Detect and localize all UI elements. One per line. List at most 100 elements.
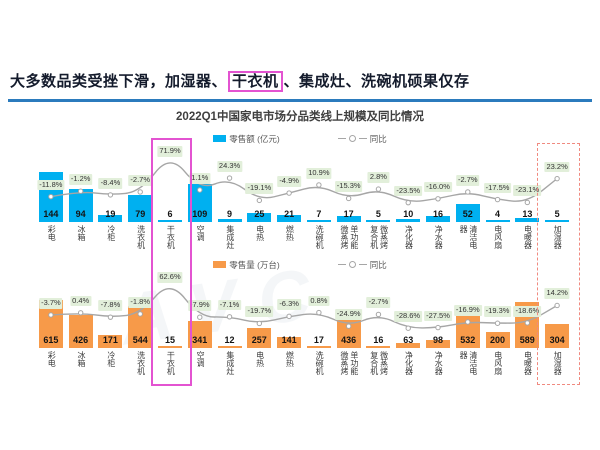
trend-point [435,324,441,331]
trend-point [435,196,441,202]
yoy-badge: 2.8% [367,172,389,183]
bar-value-label: 16 [373,335,384,345]
bar [485,332,510,348]
category-label-column: 净水器 [434,225,444,249]
bar [128,194,153,222]
category-label-column: 清洁电 [468,225,478,249]
category-label-column: 电风扇 [493,351,503,375]
trend-point [286,190,292,196]
category-label: 燃热 [274,222,304,262]
yoy-badge: -4.9% [277,176,301,187]
bar [396,218,421,222]
category-label: 器清洁电 [453,348,483,388]
category-axis: 彩电 冰箱 冷柜 洗衣机 干衣机 空调 集成灶 电热 燃热 洗碗机 微蒸烤 单功能 复合机 微蒸烤 净化器净… [36,222,572,262]
trend-point [465,189,471,195]
bar [336,216,361,222]
category-label-column: 微蒸烤 [379,351,389,375]
trend-point [286,313,292,320]
bar-value-label: 94 [75,209,86,219]
category-label-column: 干衣机 [166,225,176,249]
yoy-badge: -24.9% [334,309,363,320]
category-label: 洗衣机 [125,222,155,262]
category-label-column: 净水器 [434,351,444,375]
category-label-column: 微蒸烤 [340,351,350,375]
bar [306,219,331,222]
category-label-column: 器 [459,351,469,359]
bar [545,219,570,222]
yoy-badge: -28.6% [394,311,423,322]
bar [158,345,182,348]
trend-point [256,197,263,204]
trend-point [197,314,203,320]
trend-point [77,310,84,316]
category-label-column: 洗碗机 [315,225,325,249]
chart-title: 2022Q1中国家电市场分品类线上规模及同比情况 [176,111,424,123]
bar [277,214,302,222]
bar [68,189,93,222]
legend-bar-swatch [213,135,227,142]
category-label: 微蒸烤 单功能 [334,222,364,262]
heading-text-after: 、集成灶、洗碗机硕果仅存 [283,73,470,90]
bar-value-label: 4 [495,209,501,219]
category-label-column: 复合机 [369,351,379,375]
yoy-badge: -7.9% [187,300,212,311]
bar-value-label: 17 [313,335,324,345]
bar-value-label: 10 [403,209,414,219]
bar-value-label: 13 [522,209,533,219]
category-label: 净水器 [423,348,453,388]
bar-value-label: 7 [316,209,322,219]
trend-point [524,199,531,206]
category-label-column: 冷柜 [106,351,116,367]
trend-point [375,186,382,192]
category-label-column: 燃热 [285,351,295,367]
category-label-column: 电风扇 [493,225,503,249]
category-label: 冰箱 [66,348,96,388]
yoy-badge: 0.4% [70,295,92,307]
category-label: 电暖器 [512,222,542,262]
trend-point [256,320,263,327]
category-label: 加湿器 [542,222,572,262]
category-label: 洗碗机 [304,348,334,388]
trend-point [107,314,114,320]
heading-highlight-dryer: 干衣机 [228,71,283,92]
category-label-column: 集成灶 [225,351,235,375]
category-label-column: 洗碗机 [315,351,325,375]
category-label: 空调 [185,222,215,262]
heading-text-before: 大多数品类受挫下滑，加湿器、 [10,73,228,90]
bar-value-label: 79 [135,209,146,219]
category-label-column: 电暖器 [523,225,533,249]
bar-value-label: 532 [460,335,476,345]
legend-series-item: 零售额 (亿元) [213,133,280,145]
category-label: 彩电 [36,348,66,388]
category-axis: 彩电 冰箱 冷柜 洗衣机 干衣机 空调 集成灶 电热 燃热 洗碗机 微蒸烤 单功能 复合机 微蒸烤 净化器净… [36,348,572,388]
bar-value-label: 98 [432,335,443,345]
yoy-badge: 0.8% [308,295,330,307]
yoy-badge: -19.1% [245,183,274,195]
bar-value-label: 6 [167,209,173,219]
bar-value-label: 171 [102,335,118,345]
category-label-column: 电热 [255,225,265,241]
category-label-column: 冰箱 [77,351,87,367]
bar [158,219,182,222]
yoy-badge: -19.3% [483,306,512,317]
bar [306,345,331,348]
legend-yoy-label: 同比 [369,259,387,270]
trend-point [345,323,352,329]
category-label-column: 空调 [196,351,206,367]
yoy-badge: -16.0% [424,181,452,193]
yoy-badge: -1.2% [68,174,93,185]
category-label-column: 单功能 [349,351,359,375]
bar-value-label: 615 [43,335,59,345]
bar [277,337,302,348]
category-label: 冰箱 [66,222,96,262]
bar-value-label: 9 [227,209,233,219]
bar-value-label: 52 [462,209,473,219]
category-label: 冷柜 [96,348,126,388]
category-label: 彩电 [36,222,66,262]
category-label: 电风扇 [482,222,512,262]
category-label: 净水器 [423,222,453,262]
category-label-column: 清洁电 [468,351,478,375]
category-label: 空调 [185,348,215,388]
category-label: 集成灶 [215,222,245,262]
chart-legend: 零售额 (亿元) 同比 [0,131,600,146]
